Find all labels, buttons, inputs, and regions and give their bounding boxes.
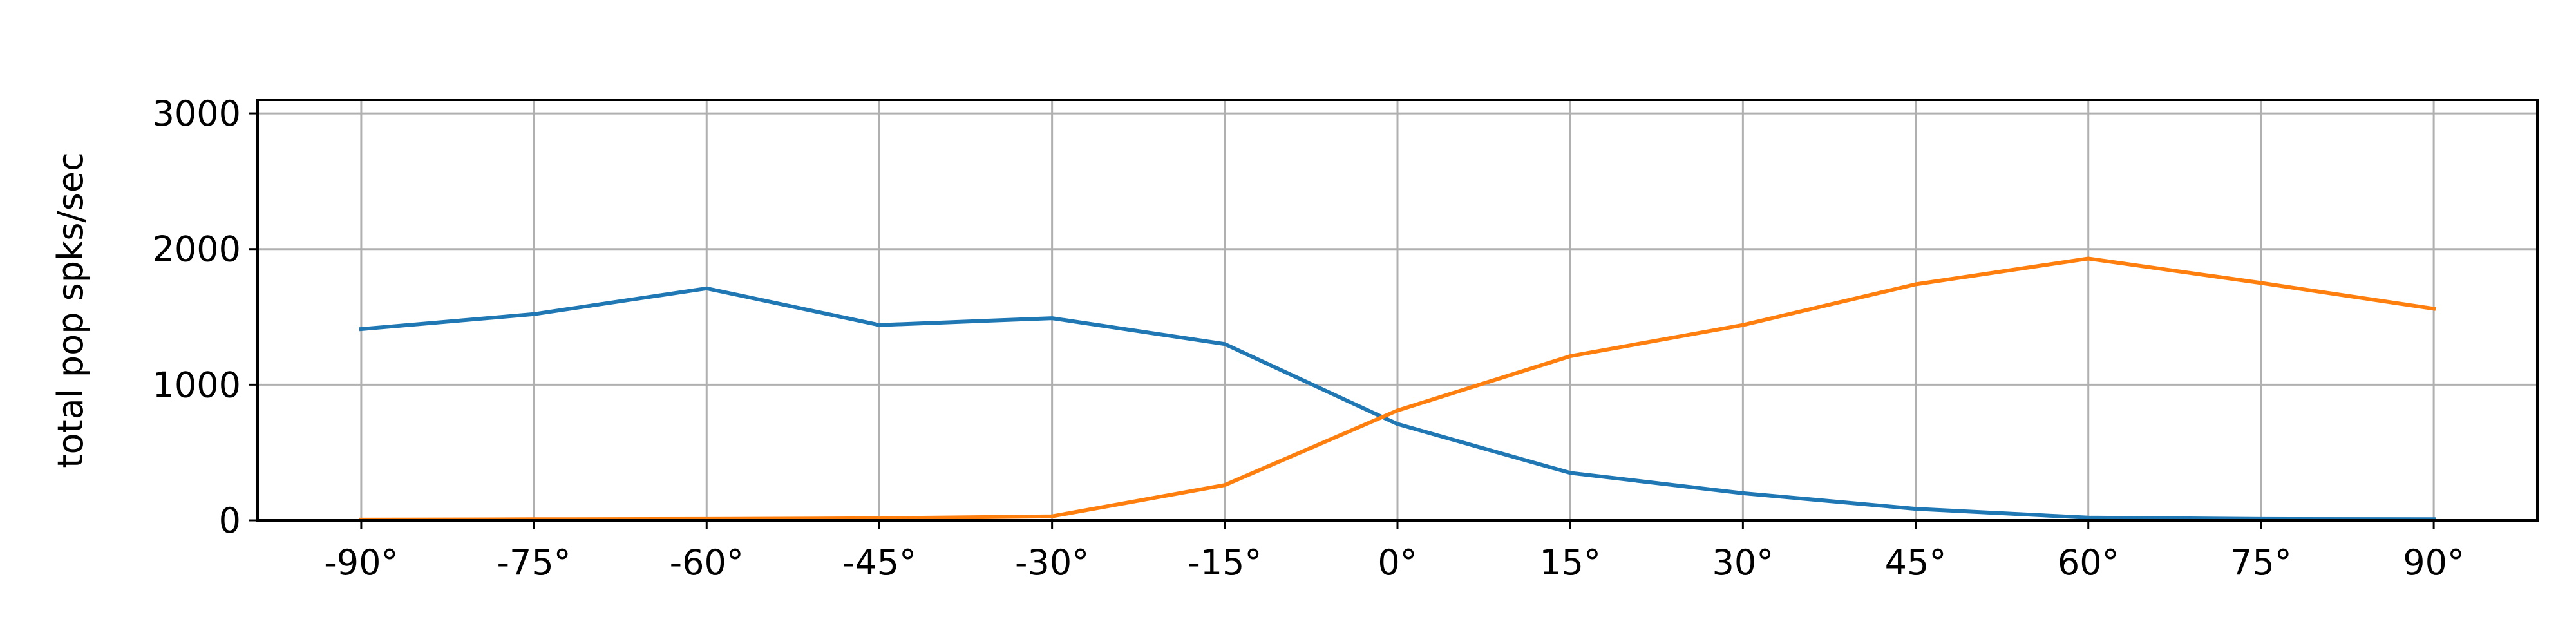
- series-line-2: [359, 256, 2436, 522]
- y-tick-label: 2000: [153, 229, 241, 270]
- x-tick-label: 60°: [2058, 542, 2119, 583]
- data-series: [359, 256, 2436, 522]
- series-line-1: [359, 286, 2436, 522]
- x-tick-label: -45°: [842, 542, 916, 583]
- x-tick-label: 75°: [2230, 542, 2292, 583]
- x-tick-label: 15°: [1539, 542, 1601, 583]
- axis-ticks: -90° -75° -60° -45° -30° -15° 0° 15° 30° 45° 60° 75…: [153, 93, 2465, 583]
- y-tick-label: 1000: [153, 365, 241, 405]
- x-tick-label: 45°: [1885, 542, 1947, 583]
- x-tick-label: -60°: [670, 542, 744, 583]
- x-tick-label: -30°: [1015, 542, 1089, 583]
- x-tick-label: -75°: [497, 542, 571, 583]
- y-tick-label: 0: [219, 500, 241, 541]
- x-tick-label: 90°: [2403, 542, 2465, 583]
- x-tick-label: -15°: [1188, 542, 1262, 583]
- x-tick-label: 30°: [1712, 542, 1774, 583]
- x-tick-label: -90°: [324, 542, 398, 583]
- y-tick-label: 3000: [153, 93, 241, 134]
- y-axis-title: total pop spks/sec: [50, 152, 91, 468]
- x-tick-label: 0°: [1378, 542, 1417, 583]
